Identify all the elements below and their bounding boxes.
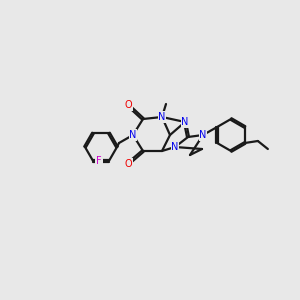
- Text: N: N: [129, 130, 137, 140]
- Text: O: O: [124, 159, 132, 169]
- Text: N: N: [171, 142, 179, 152]
- Text: F: F: [96, 156, 102, 166]
- Text: N: N: [181, 117, 189, 127]
- Text: N: N: [158, 112, 166, 122]
- Text: O: O: [124, 100, 132, 110]
- Text: N: N: [199, 130, 207, 140]
